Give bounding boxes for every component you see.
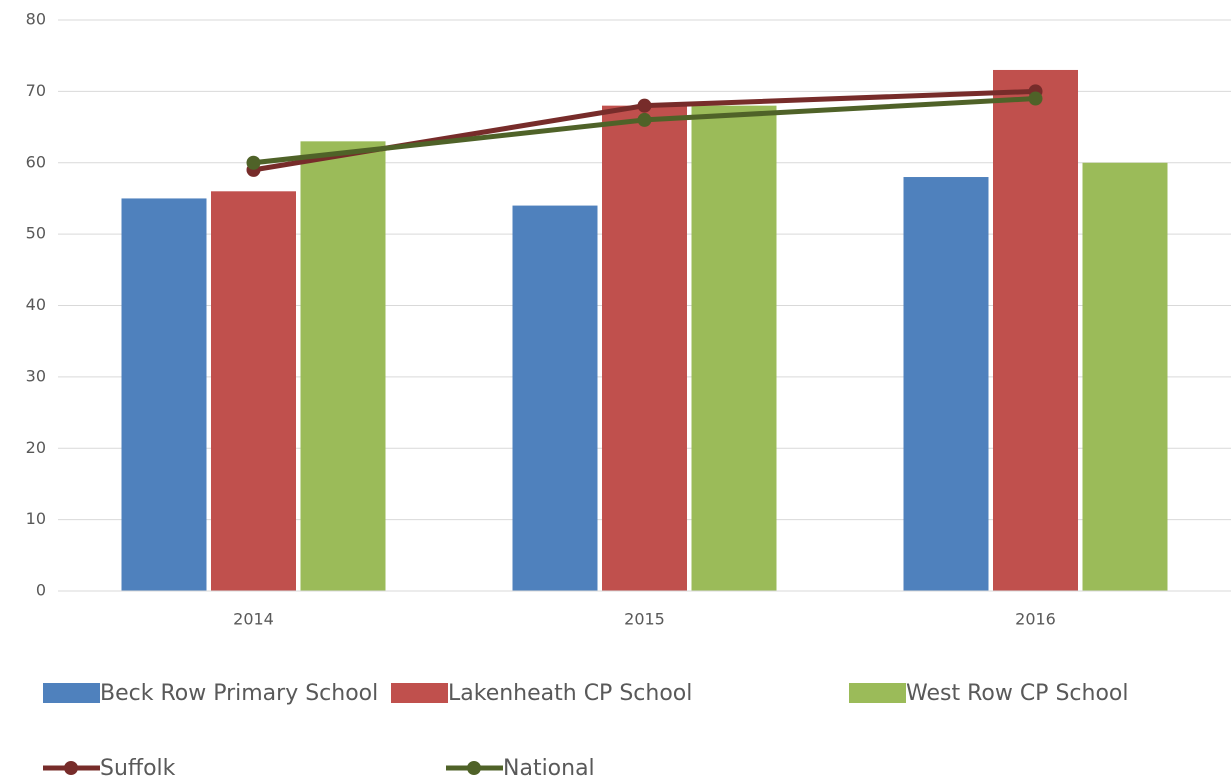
point bbox=[246, 155, 261, 170]
bar bbox=[300, 141, 386, 591]
point bbox=[637, 98, 652, 113]
y-tick-label: 70 bbox=[26, 81, 46, 100]
legend-label: Beck Row Primary School bbox=[100, 681, 378, 706]
point bbox=[637, 112, 652, 127]
legend-swatch bbox=[849, 683, 906, 703]
y-tick-label: 20 bbox=[26, 438, 46, 457]
legend-label: Lakenheath CP School bbox=[448, 681, 692, 706]
bar bbox=[602, 105, 687, 592]
legend-label: Suffolk bbox=[100, 756, 176, 781]
x-tick-label: 2015 bbox=[624, 610, 665, 629]
point bbox=[1028, 91, 1043, 106]
y-tick-label: 80 bbox=[26, 10, 46, 29]
legend-marker bbox=[64, 761, 78, 775]
y-tick-label: 0 bbox=[36, 581, 46, 600]
bar bbox=[691, 105, 777, 592]
bar bbox=[121, 198, 207, 591]
bar bbox=[512, 205, 598, 591]
x-tick-label: 2014 bbox=[233, 610, 274, 629]
legend-label: West Row CP School bbox=[906, 681, 1128, 706]
legend-marker bbox=[467, 761, 481, 775]
bar bbox=[903, 177, 989, 591]
legend-swatch bbox=[391, 683, 448, 703]
bar bbox=[211, 191, 296, 592]
y-tick-label: 40 bbox=[26, 295, 46, 314]
legend-label: National bbox=[503, 756, 595, 781]
y-tick-label: 30 bbox=[26, 366, 46, 385]
bar bbox=[1082, 162, 1168, 591]
y-tick-label: 10 bbox=[26, 509, 46, 528]
y-tick-label: 50 bbox=[26, 224, 46, 243]
y-tick-label: 60 bbox=[26, 152, 46, 171]
bar bbox=[993, 69, 1078, 591]
legend-swatch bbox=[43, 683, 100, 703]
x-tick-label: 2016 bbox=[1015, 610, 1056, 629]
